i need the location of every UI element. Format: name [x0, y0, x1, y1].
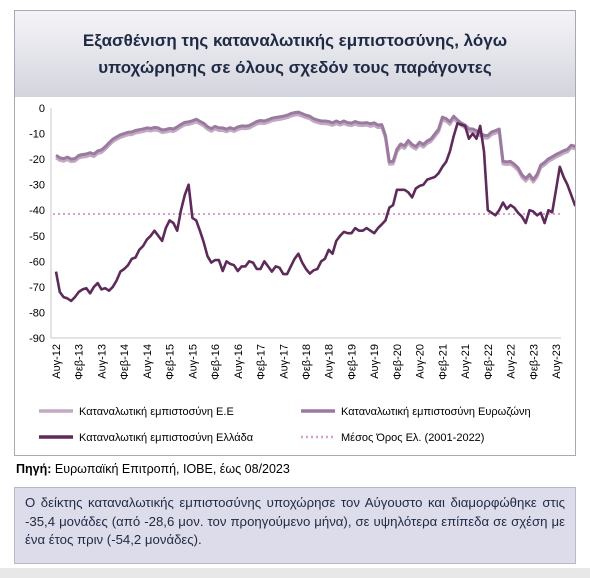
y-tick-label: 0	[39, 103, 45, 115]
x-tick-label: Φεβ-14	[119, 344, 131, 380]
y-tick-label: -10	[29, 129, 45, 141]
x-tick-label: Φεβ-19	[346, 344, 358, 380]
x-tick-label: Φεβ-17	[256, 344, 268, 380]
x-tick-label: Αυγ-14	[142, 344, 154, 379]
y-tick-label: -20	[29, 154, 45, 166]
chart-title: Εξασθένιση της καταναλωτικής εμπιστοσύνη…	[15, 11, 575, 97]
x-tick-label: Φεβ-15	[165, 344, 177, 380]
legend-label-euro: Καταναλωτική εμπιστοσύνη Ευρωζώνη	[341, 406, 531, 418]
y-tick-label: -30	[29, 180, 45, 192]
x-tick-label: Αυγ-21	[460, 344, 472, 379]
x-tick-label: Αυγ-12	[51, 344, 63, 379]
source-label: Πηγή:	[16, 462, 52, 476]
source-text: Ευρωπαϊκή Επιτροπή, ΙΟΒΕ, έως 08/2023	[51, 462, 290, 476]
x-tick-label: Φεβ-13	[74, 344, 86, 380]
series-line-eu	[55, 113, 575, 184]
x-tick-label: Φεβ-21	[437, 344, 449, 380]
x-tick-label: Φεβ-16	[210, 344, 222, 380]
legend-label-greece: Καταναλωτική εμπιστοσύνη Ελλάδα	[79, 432, 254, 444]
x-tick-label: Αυγ-20	[415, 344, 427, 379]
x-tick-label: Αυγ-15	[187, 344, 199, 379]
x-tick-label: Φεβ-23	[528, 344, 540, 380]
x-tick-label: Φεβ-18	[301, 344, 313, 380]
series-line-greece	[54, 122, 575, 303]
x-tick-label: Αυγ-13	[96, 344, 108, 379]
x-tick-label: Αυγ-22	[506, 344, 518, 379]
x-tick-label: Φεβ-20	[392, 344, 404, 380]
x-tick-label: Αυγ-19	[369, 344, 381, 379]
x-tick-label: Αυγ-17	[278, 344, 290, 379]
bottom-bar	[0, 568, 590, 578]
x-axis: Αυγ-12 Φεβ-13 Αυγ-13 Φεβ-14 Αυγ-14 Φεβ-15 Αυγ-…	[51, 337, 563, 380]
y-tick-label: -70	[29, 282, 45, 294]
series-line-euro	[55, 110, 575, 182]
legend: Καταναλωτική εμπιστοσύνη Ε.Ε Καταναλωτική…	[39, 406, 531, 444]
y-axis: 0 -10 -20 -30 -40 -50 -60 -70 -80 -90	[29, 103, 52, 345]
chart-title-text: Εξασθένιση της καταναλωτικής εμπιστοσύνη…	[82, 31, 508, 77]
summary-box: Ο δείκτης καταναλωτικής εμπιστοσύνης υπο…	[14, 487, 576, 564]
y-tick-label: -80	[29, 307, 45, 319]
legend-label-eu: Καταναλωτική εμπιστοσύνη Ε.Ε	[79, 406, 234, 418]
y-tick-label: -40	[29, 205, 45, 217]
x-tick-label: Αυγ-16	[233, 344, 245, 379]
series-layer	[53, 110, 575, 303]
x-tick-label: Φεβ-22	[483, 344, 495, 380]
legend-label-avg: Μέσος Όρος Ελ. (2001-2022)	[341, 432, 484, 444]
summary-text: Ο δείκτης καταναλωτικής εμπιστοσύνης υπο…	[25, 495, 565, 547]
y-tick-label: -50	[29, 231, 45, 243]
y-tick-label: -90	[29, 333, 45, 345]
y-tick-label: -60	[29, 256, 45, 268]
chart-frame: Εξασθένιση της καταναλωτικής εμπιστοσύνη…	[14, 10, 576, 456]
line-chart: 0 -10 -20 -30 -40 -50 -60 -70 -80 -90 Αυγ-12 Φεβ-1…	[29, 103, 575, 444]
x-tick-label: Αυγ-18	[324, 344, 336, 379]
source-note: Πηγή: Ευρωπαϊκή Επιτροπή, ΙΟΒΕ, έως 08/2…	[16, 462, 290, 476]
x-tick-label: Αυγ-23	[551, 344, 563, 379]
